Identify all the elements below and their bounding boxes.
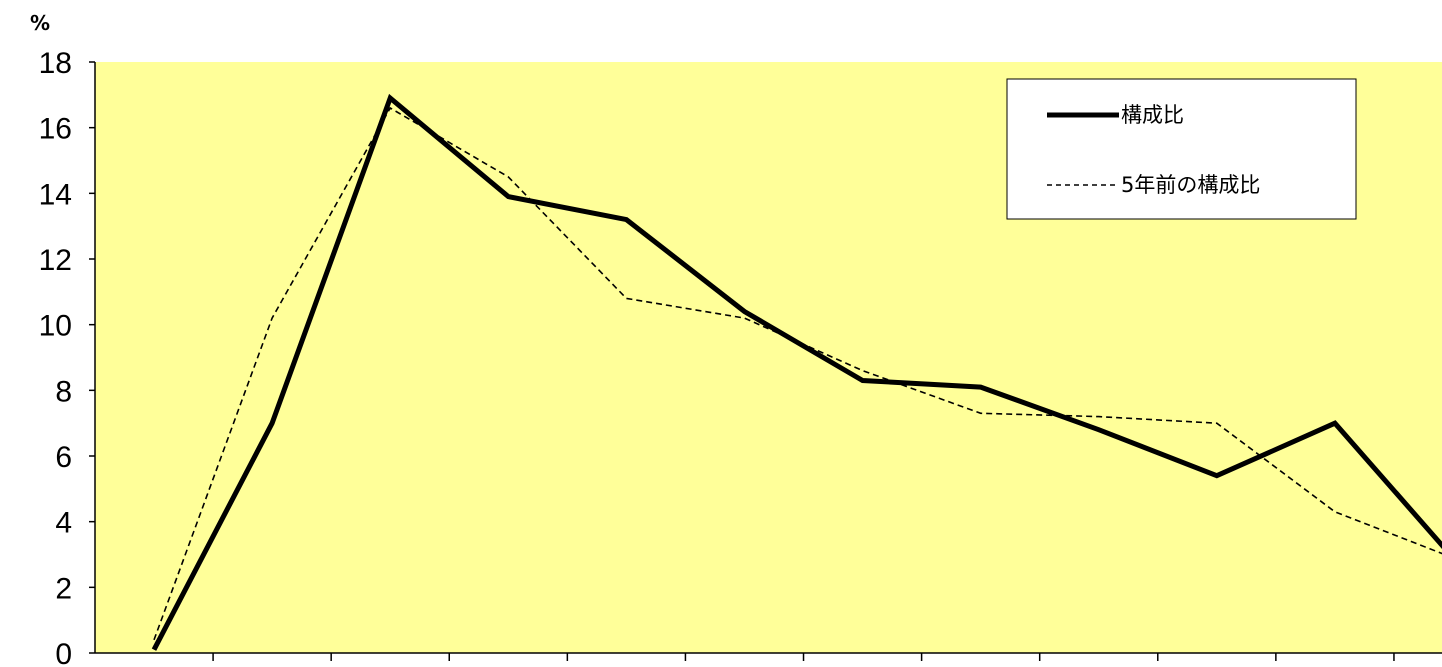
y-tick-label: 8: [55, 375, 72, 408]
y-tick-label: 10: [39, 310, 72, 343]
legend: 構成比 5年前の構成比: [1006, 78, 1357, 220]
series-layer: [151, 93, 1442, 651]
legend-label-dashed: 5年前の構成比: [1121, 173, 1260, 197]
y-tick-label: 18: [39, 47, 72, 80]
legend-box: [1006, 78, 1357, 220]
series-line-current: [151, 93, 1442, 651]
y-tick-label: 0: [55, 638, 72, 667]
y-tick-label: 4: [55, 507, 72, 540]
y-tick-label: 12: [39, 244, 72, 277]
y-axis-unit-label: %: [30, 11, 50, 35]
y-axis-ticks: 0 2 4 6 8 10 12 14 16 18: [39, 47, 95, 667]
legend-label-solid: 構成比: [1121, 103, 1184, 127]
y-tick-label: 14: [39, 178, 72, 211]
x-axis-ticks: [212, 653, 1395, 661]
y-tick-label: 6: [55, 441, 72, 474]
y-tick-label: 2: [55, 572, 72, 605]
y-tick-label: 16: [39, 113, 72, 146]
